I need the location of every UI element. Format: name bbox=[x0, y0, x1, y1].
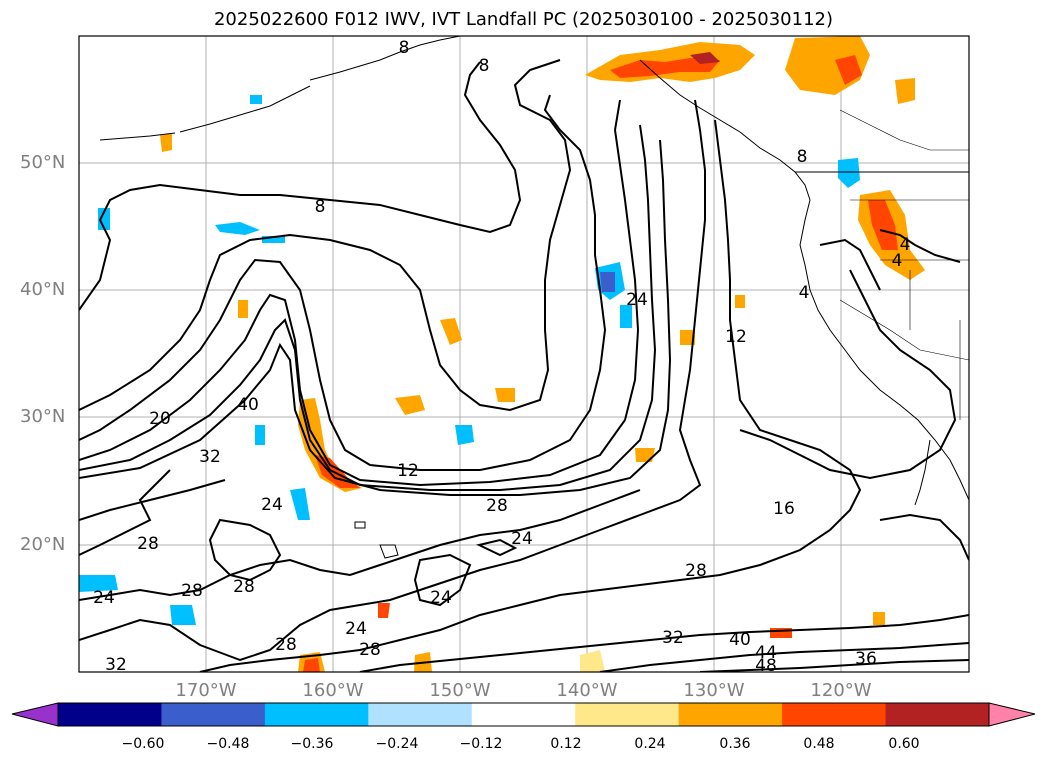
lon-label-160w: 160°W bbox=[302, 680, 364, 701]
colorbar-extend-left bbox=[11, 702, 59, 727]
colorbar-tick: −0.36 bbox=[290, 736, 334, 752]
contour-label: 4 bbox=[900, 235, 911, 255]
contour-label: 28 bbox=[685, 561, 707, 581]
contour-label: 24 bbox=[93, 588, 115, 608]
colorbar-tick: 0.12 bbox=[550, 736, 582, 752]
colorbar-tick: −0.48 bbox=[206, 736, 250, 752]
contour-label: 28 bbox=[486, 496, 508, 516]
contour-label: 12 bbox=[397, 461, 419, 481]
contour-label: 40 bbox=[237, 395, 259, 415]
contour-label: 24 bbox=[345, 619, 367, 639]
lat-label-50n: 50°N bbox=[20, 152, 66, 173]
contour-label: 24 bbox=[511, 529, 533, 549]
colorbar-cell bbox=[575, 703, 680, 726]
contour-label: 8 bbox=[399, 38, 410, 58]
lon-label-130w: 130°W bbox=[683, 680, 745, 701]
colorbar-cell bbox=[58, 703, 162, 726]
contour-label: 32 bbox=[105, 655, 127, 675]
colorbar-cell bbox=[678, 703, 783, 726]
lat-label-40n: 40°N bbox=[20, 279, 66, 300]
lat-label-30n: 30°N bbox=[20, 406, 66, 427]
contour-label: 24 bbox=[261, 495, 283, 515]
colorbar-cell bbox=[471, 703, 576, 726]
coastlines bbox=[99, 36, 969, 559]
contour-label: 4 bbox=[799, 283, 810, 303]
lon-label-120w: 120°W bbox=[810, 680, 872, 701]
contour-label: 28 bbox=[233, 577, 255, 597]
colorbar-cell bbox=[264, 703, 369, 726]
lon-label-150w: 150°W bbox=[429, 680, 491, 701]
colorbar-cell bbox=[368, 703, 473, 726]
contour-label: 4 bbox=[892, 251, 903, 271]
contour-label: 28 bbox=[275, 635, 297, 655]
colorbar-tick: −0.24 bbox=[375, 736, 419, 752]
contour-label: 48 bbox=[755, 656, 777, 676]
contour-label: 20 bbox=[149, 409, 171, 429]
iwv-contours bbox=[79, 59, 969, 672]
colorbar-tick: 0.60 bbox=[888, 736, 920, 752]
contour-label: 40 bbox=[729, 630, 751, 650]
contour-label: 44 bbox=[755, 643, 777, 663]
contour-label: 32 bbox=[199, 447, 221, 467]
colorbar-tick: 0.24 bbox=[634, 736, 666, 752]
contour-label: 28 bbox=[359, 640, 381, 660]
contour-label: 24 bbox=[430, 588, 452, 608]
map-title: 2025022600 F012 IWV, IVT Landfall PC (20… bbox=[213, 9, 834, 30]
contour-label: 8 bbox=[479, 56, 490, 76]
contour-label: 16 bbox=[773, 499, 795, 519]
positive-anomaly-patches bbox=[160, 36, 925, 672]
colorbar-tick: −0.60 bbox=[121, 736, 165, 752]
contour-label: 28 bbox=[137, 534, 159, 554]
contour-label: 8 bbox=[315, 197, 326, 217]
contour-label: 8 bbox=[797, 147, 808, 167]
colorbar-cell bbox=[161, 703, 266, 726]
contour-label: 28 bbox=[181, 581, 203, 601]
colorbar-cell bbox=[885, 703, 990, 726]
colorbar-cell bbox=[782, 703, 887, 726]
lon-label-140w: 140°W bbox=[556, 680, 618, 701]
contour-label: 36 bbox=[855, 649, 877, 669]
lon-label-170w: 170°W bbox=[175, 680, 237, 701]
colorbar-extend-right bbox=[988, 702, 1036, 727]
colorbar-tick: 0.48 bbox=[803, 736, 835, 752]
lat-label-20n: 20°N bbox=[20, 534, 66, 555]
contour-label: 32 bbox=[662, 628, 684, 648]
contour-label: 12 bbox=[725, 327, 747, 347]
contour-label: 24 bbox=[626, 290, 648, 310]
negative-anomaly-patches bbox=[79, 95, 860, 625]
colorbar-tick: −0.12 bbox=[459, 736, 503, 752]
colorbar-tick: 0.36 bbox=[719, 736, 751, 752]
